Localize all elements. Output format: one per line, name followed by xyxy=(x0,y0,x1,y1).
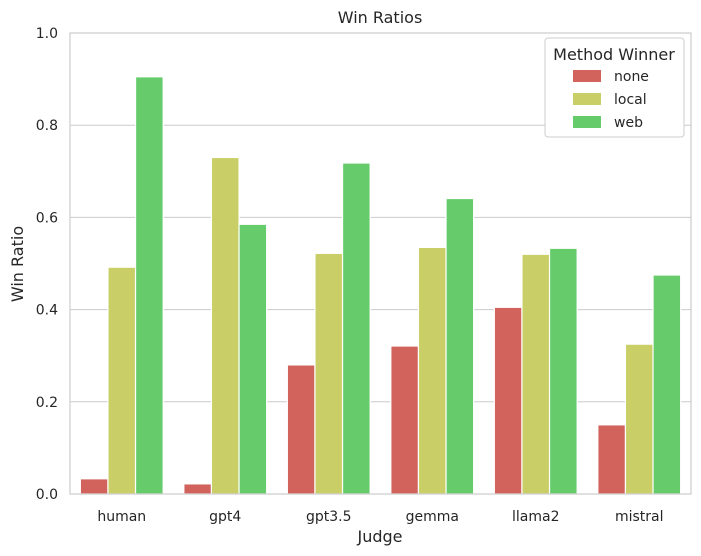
legend-swatch-web xyxy=(573,116,601,128)
legend-label-local: local xyxy=(614,92,647,108)
bars-group xyxy=(79,76,682,495)
x-tick-labels: human gpt4 gpt3.5 gemma llama2 mistral xyxy=(97,509,663,525)
bar-none-gemma xyxy=(390,345,420,495)
x-tick-label: gemma xyxy=(406,509,459,525)
bar-none-gpt4 xyxy=(183,483,213,495)
bar-web-human xyxy=(134,76,164,495)
legend-label-none: none xyxy=(614,69,649,85)
bar-none-mistral xyxy=(597,424,627,495)
bar-none-gpt3.5 xyxy=(286,364,316,495)
y-axis-title: Win Ratio xyxy=(8,226,27,302)
bar-local-mistral xyxy=(624,343,654,495)
legend-swatch-local xyxy=(573,93,601,105)
bar-web-gemma xyxy=(445,197,475,495)
bar-none-human xyxy=(79,478,109,495)
bar-local-gpt3.5 xyxy=(314,252,344,495)
legend-swatch-none xyxy=(573,70,601,82)
bar-web-gpt3.5 xyxy=(341,162,371,495)
y-tick-label: 0.8 xyxy=(36,118,58,134)
y-tick-label: 1.0 xyxy=(36,26,58,42)
x-tick-label: llama2 xyxy=(512,509,559,525)
legend: Method Winner none local web xyxy=(544,37,685,138)
plot-frame xyxy=(69,32,692,495)
y-tick-label: 0.6 xyxy=(36,210,58,226)
legend-label-web: web xyxy=(614,115,643,131)
y-tick-label: 0.0 xyxy=(36,487,58,503)
x-axis-title: Judge xyxy=(356,527,402,546)
y-tick-label: 0.4 xyxy=(36,303,58,319)
bar-local-human xyxy=(107,266,137,495)
bar-local-gemma xyxy=(417,246,447,495)
bar-web-gpt4 xyxy=(238,223,268,495)
bar-local-llama2 xyxy=(521,253,551,495)
y-tick-label: 0.2 xyxy=(36,395,58,411)
x-tick-label: human xyxy=(97,509,146,525)
legend-box xyxy=(544,37,685,138)
bar-none-llama2 xyxy=(493,306,523,495)
x-tick-label: gpt4 xyxy=(209,509,241,525)
chart-title: Win Ratios xyxy=(338,8,423,27)
y-tick-labels: 0.0 0.2 0.4 0.6 0.8 1.0 xyxy=(36,26,58,503)
bar-web-mistral xyxy=(652,274,682,495)
legend-title: Method Winner xyxy=(553,45,675,64)
x-tick-label: gpt3.5 xyxy=(306,509,352,525)
bar-local-gpt4 xyxy=(210,156,240,495)
x-tick-label: mistral xyxy=(615,509,664,525)
bar-web-llama2 xyxy=(548,247,578,495)
